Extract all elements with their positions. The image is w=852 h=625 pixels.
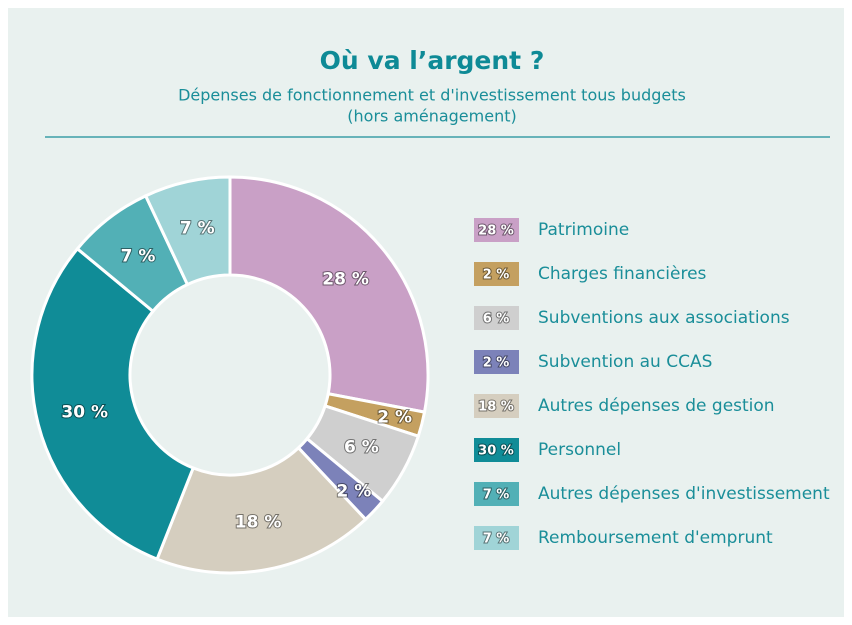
legend-label: Autres dépenses de gestion [538,396,775,416]
swatch-label: 18 % [478,400,514,415]
swatch-label: 7 % [483,532,510,547]
legend-label: Remboursement d'emprunt [538,528,773,548]
swatch-label: 2 % [483,356,510,371]
legend-label: Autres dépenses d'investissement [538,484,830,504]
swatch-label: 7 % [483,488,510,503]
swatch-label: 6 % [483,312,510,327]
legend-swatch [474,394,519,418]
slice-label: 7 % [180,219,215,239]
slice-label: 6 % [344,437,379,457]
slice-label: 28 % [322,269,369,289]
swatch-label: 30 % [478,444,514,459]
slice-label: 30 % [61,402,108,422]
slice [155,445,368,575]
legend-swatch [474,218,519,242]
subtitle: (hors aménagement) [347,107,516,126]
legend-label: Charges financières [538,264,707,284]
slice-label: 2 % [337,481,372,501]
legend-label: Personnel [538,440,621,460]
slice-label: 18 % [235,512,282,532]
swatch-label: 2 % [483,268,510,283]
legend-swatch [474,482,519,506]
legend-swatch [474,526,519,550]
slice-label: 7 % [121,246,156,266]
legend-label: Subventions aux associations [538,308,790,328]
legend-label: Patrimoine [538,220,629,240]
chart-title: Où va l’argent ? [320,46,545,75]
swatch-label: 28 % [478,224,514,239]
legend-swatch [474,438,519,462]
legend-swatch [474,306,519,330]
legend-swatch [474,262,519,286]
subtitle: Dépenses de fonctionnement et d'investis… [178,86,686,105]
slice-label: 2 % [377,407,412,427]
slice [143,175,232,287]
slice [30,246,196,562]
slice [228,175,430,414]
legend-label: Subvention au CCAS [538,352,712,372]
legend-swatch [474,350,519,374]
